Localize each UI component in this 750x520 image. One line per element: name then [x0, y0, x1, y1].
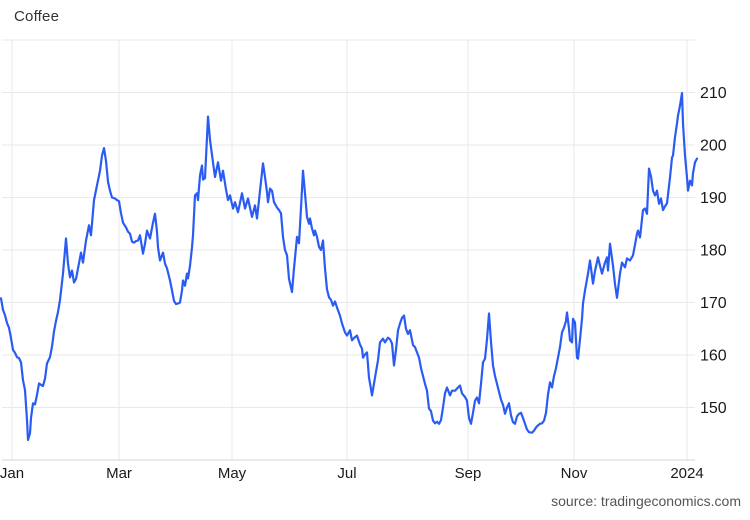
y-axis-label: 160: [700, 348, 727, 365]
y-axis-label: 170: [700, 295, 727, 312]
y-axis-label: 210: [700, 85, 727, 102]
price-series-line: [0, 91, 699, 442]
x-axis-label: 2024: [670, 465, 703, 482]
y-axis-label: 190: [700, 190, 727, 207]
x-axis-label: Jul: [337, 465, 356, 482]
y-axis-label: 150: [700, 400, 727, 417]
source-link[interactable]: source: tradingeconomics.com: [551, 493, 741, 509]
x-axis-label: Mar: [106, 465, 132, 482]
y-axis-label: 180: [700, 243, 727, 260]
y-axis-label: 200: [700, 138, 727, 155]
chart-title: Coffee: [14, 8, 60, 25]
x-axis-label: May: [218, 465, 247, 482]
x-axis-label: Sep: [455, 465, 482, 482]
x-axis-label: Jan: [0, 465, 24, 482]
x-axis-label: Nov: [561, 465, 588, 482]
